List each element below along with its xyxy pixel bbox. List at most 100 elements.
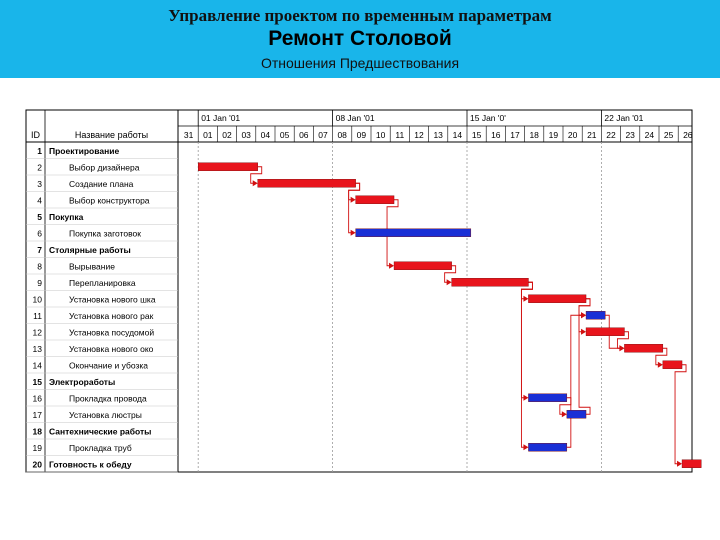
row-id: 12 — [33, 328, 43, 338]
day-label: 04 — [261, 130, 271, 140]
critical-task-bar — [355, 195, 395, 204]
day-label: 16 — [491, 130, 501, 140]
slide-subtitle: Отношения Предшествования — [260, 55, 460, 71]
day-label: 25 — [664, 130, 674, 140]
row-id: 6 — [37, 229, 42, 239]
dependency-link — [386, 199, 399, 267]
critical-task-bar — [681, 459, 702, 468]
name-column-header: Название работы — [75, 130, 148, 140]
id-column-header: ID — [31, 130, 41, 140]
dependency-arrow — [619, 345, 625, 352]
row-id: 18 — [33, 427, 43, 437]
day-label: 19 — [549, 130, 559, 140]
day-label: 09 — [357, 130, 367, 140]
week-label: 01 Jan '01 — [201, 113, 240, 123]
critical-task-bar — [528, 294, 587, 303]
dependency-arrow — [581, 312, 587, 319]
row-task-name: Создание плана — [69, 179, 134, 189]
week-label: 15 Jan '0' — [470, 113, 506, 123]
day-label: 03 — [241, 130, 251, 140]
critical-task-bar — [585, 327, 625, 336]
dependency-arrow — [523, 394, 529, 401]
critical-task-bar — [451, 278, 529, 287]
dependency-arrow — [350, 229, 356, 236]
row-task-name: Установка нового рак — [69, 311, 154, 321]
day-label: 15 — [472, 130, 482, 140]
row-task-name: Установка люстры — [69, 410, 142, 420]
day-label: 12 — [414, 130, 424, 140]
dependency-link — [559, 397, 572, 415]
dependency-link — [674, 364, 687, 465]
week-label: 22 Jan '01 — [604, 113, 643, 123]
row-task-name: Проектирование — [49, 146, 119, 156]
dependency-arrow — [389, 262, 395, 269]
row-id: 13 — [33, 344, 43, 354]
day-label: 23 — [625, 130, 635, 140]
day-label: 10 — [376, 130, 386, 140]
day-label: 07 — [318, 130, 328, 140]
task-bar — [528, 443, 568, 452]
dependency-link — [655, 347, 668, 366]
critical-task-bar — [257, 179, 356, 188]
title-banner: Управление проектом по временным парамет… — [0, 0, 720, 78]
row-id: 5 — [37, 212, 42, 222]
row-task-name: Готовность к обеду — [49, 460, 132, 470]
day-label: 18 — [529, 130, 539, 140]
dependency-arrow — [252, 180, 258, 187]
day-label: 26 — [683, 130, 693, 140]
dependency-link — [566, 314, 583, 448]
day-label: 14 — [453, 130, 463, 140]
row-id: 9 — [37, 278, 42, 288]
row-id: 2 — [37, 163, 42, 173]
task-bar — [566, 410, 587, 419]
row-id: 19 — [33, 443, 43, 453]
row-task-name: Вырывание — [69, 262, 115, 272]
row-id: 4 — [37, 196, 42, 206]
dependency-link — [520, 281, 533, 448]
week-label: 08 Jan '01 — [336, 113, 375, 123]
dependency-link — [616, 331, 629, 349]
day-label: 21 — [587, 130, 597, 140]
row-task-name: Установка нового шка — [69, 295, 156, 305]
row-task-name: Покупка заготовок — [69, 229, 141, 239]
day-label: 20 — [568, 130, 578, 140]
row-task-name: Столярные работы — [49, 245, 131, 255]
dependency-link — [444, 265, 457, 283]
dependency-arrow — [446, 279, 452, 286]
day-label: 22 — [606, 130, 616, 140]
dependency-link — [250, 166, 263, 184]
row-id: 11 — [33, 311, 42, 321]
row-task-name: Покупка — [49, 212, 84, 222]
course-title: Управление проектом по временным парамет… — [168, 6, 552, 25]
day-label: 17 — [510, 130, 520, 140]
dependency-arrow — [657, 361, 663, 368]
day-label: 13 — [433, 130, 443, 140]
row-id: 15 — [33, 377, 43, 387]
day-label: 24 — [645, 130, 655, 140]
row-task-name: Сантехнические работы — [49, 427, 151, 437]
row-task-name: Установка нового око — [69, 344, 154, 354]
day-label: 01 — [203, 130, 213, 140]
row-task-name: Перепланировка — [69, 278, 136, 288]
task-bar — [585, 311, 606, 320]
row-task-name: Электроработы — [49, 377, 115, 387]
critical-task-bar — [624, 344, 664, 353]
row-task-name: Окончание и убозка — [69, 361, 148, 371]
dependency-arrow — [677, 460, 683, 467]
row-id: 14 — [33, 361, 43, 371]
row-id: 1 — [37, 146, 42, 156]
critical-task-bar — [197, 162, 258, 171]
row-task-name: Прокладка провода — [69, 394, 147, 404]
row-id: 7 — [37, 245, 42, 255]
task-bar — [528, 393, 568, 402]
day-label: 05 — [280, 130, 290, 140]
day-label: 08 — [337, 130, 347, 140]
dependency-arrow — [561, 411, 567, 418]
dependency-link — [348, 182, 361, 234]
day-label: 02 — [222, 130, 232, 140]
row-id: 8 — [37, 262, 42, 272]
dependency-link — [578, 298, 591, 333]
chart-frame — [25, 109, 693, 473]
day-label: 11 — [395, 130, 404, 140]
